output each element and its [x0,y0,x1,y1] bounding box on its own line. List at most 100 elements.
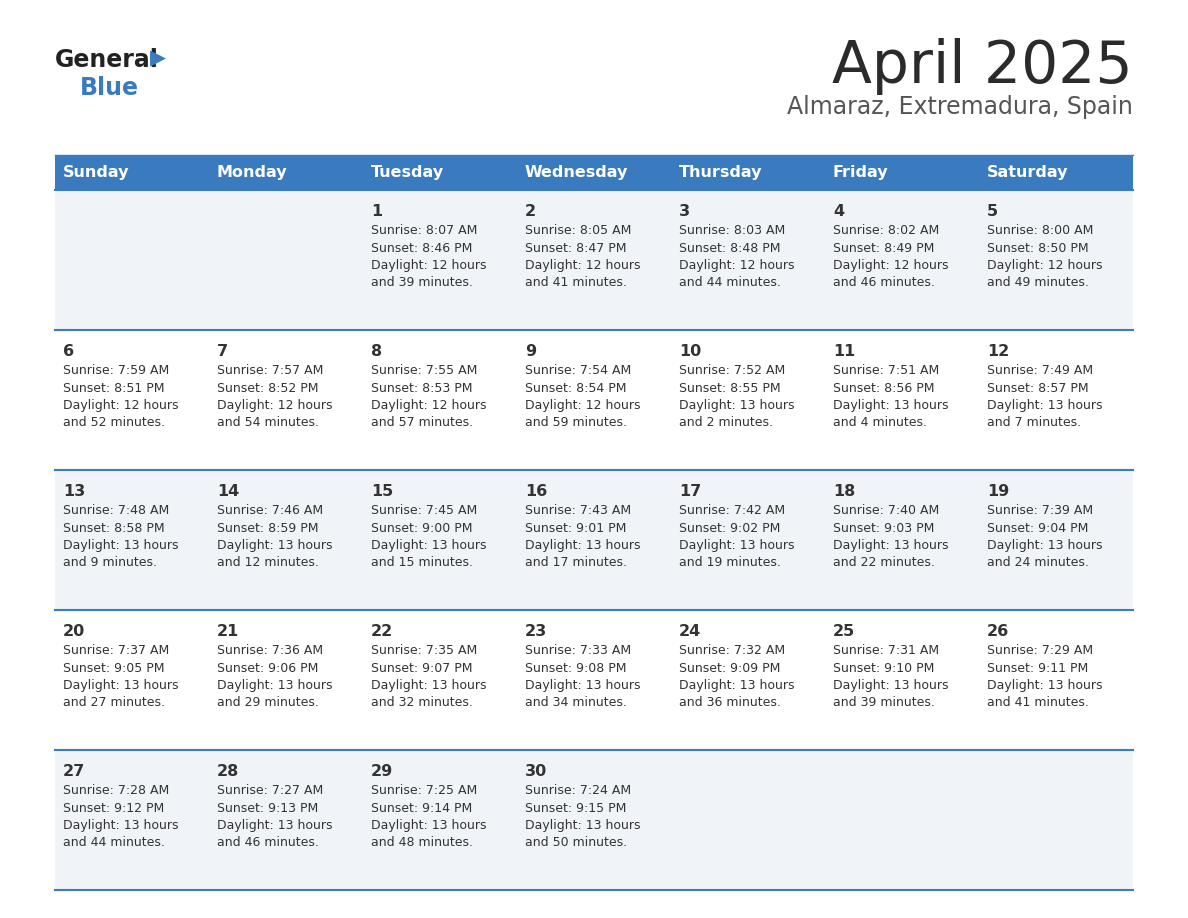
Text: Friday: Friday [833,165,889,180]
Text: Sunrise: 7:35 AM: Sunrise: 7:35 AM [371,644,478,657]
Text: and 27 minutes.: and 27 minutes. [63,697,165,710]
Text: 28: 28 [217,764,239,779]
Text: 16: 16 [525,484,548,499]
Text: Sunrise: 7:49 AM: Sunrise: 7:49 AM [987,364,1093,377]
Text: Daylight: 12 hours: Daylight: 12 hours [987,259,1102,272]
Bar [209,330,364,470]
Text: Wednesday: Wednesday [525,165,628,180]
Bar [979,750,1133,890]
Text: Sunset: 9:06 PM: Sunset: 9:06 PM [217,662,318,675]
Text: and 52 minutes.: and 52 minutes. [63,417,165,430]
Text: Sunset: 8:51 PM: Sunset: 8:51 PM [63,382,164,395]
Text: Daylight: 12 hours: Daylight: 12 hours [217,399,333,412]
Text: and 4 minutes.: and 4 minutes. [833,417,927,430]
Text: Sunrise: 7:24 AM: Sunrise: 7:24 AM [525,784,631,797]
Text: Sunrise: 7:54 AM: Sunrise: 7:54 AM [525,364,631,377]
Bar [55,750,209,890]
Text: Sunset: 9:04 PM: Sunset: 9:04 PM [987,521,1088,534]
Text: 15: 15 [371,484,393,499]
Bar [824,610,979,750]
Bar [979,470,1133,610]
Bar [517,470,671,610]
Text: and 48 minutes.: and 48 minutes. [371,836,473,849]
Text: Sunset: 8:52 PM: Sunset: 8:52 PM [217,382,318,395]
Text: Sunday: Sunday [63,165,129,180]
Text: 7: 7 [217,344,228,359]
Text: 3: 3 [680,204,690,219]
Text: and 44 minutes.: and 44 minutes. [63,836,165,849]
Text: Daylight: 12 hours: Daylight: 12 hours [525,399,640,412]
Text: Sunset: 9:02 PM: Sunset: 9:02 PM [680,521,781,534]
Text: Daylight: 13 hours: Daylight: 13 hours [987,539,1102,552]
Text: Sunrise: 7:55 AM: Sunrise: 7:55 AM [371,364,478,377]
Text: Sunset: 8:58 PM: Sunset: 8:58 PM [63,521,165,534]
Text: Sunrise: 7:33 AM: Sunrise: 7:33 AM [525,644,631,657]
Text: Sunset: 9:14 PM: Sunset: 9:14 PM [371,801,473,814]
Text: and 39 minutes.: and 39 minutes. [833,697,935,710]
Text: 10: 10 [680,344,701,359]
Text: Daylight: 12 hours: Daylight: 12 hours [371,399,487,412]
Text: 24: 24 [680,624,701,639]
Text: General: General [55,48,159,72]
Text: Sunrise: 7:28 AM: Sunrise: 7:28 AM [63,784,169,797]
Text: Sunset: 8:59 PM: Sunset: 8:59 PM [217,521,318,534]
Text: Sunrise: 7:43 AM: Sunrise: 7:43 AM [525,504,631,517]
Bar [671,610,824,750]
Text: 17: 17 [680,484,701,499]
Text: Sunset: 9:13 PM: Sunset: 9:13 PM [217,801,318,814]
Text: Sunset: 8:55 PM: Sunset: 8:55 PM [680,382,781,395]
Text: Sunrise: 7:52 AM: Sunrise: 7:52 AM [680,364,785,377]
Bar [824,190,979,330]
Text: and 22 minutes.: and 22 minutes. [833,556,935,569]
Text: Daylight: 12 hours: Daylight: 12 hours [371,259,487,272]
Bar [55,190,209,330]
Text: Sunrise: 7:40 AM: Sunrise: 7:40 AM [833,504,940,517]
Text: ▶: ▶ [150,48,166,68]
Bar [671,470,824,610]
Text: Daylight: 13 hours: Daylight: 13 hours [680,679,795,692]
Text: and 59 minutes.: and 59 minutes. [525,417,627,430]
Text: 12: 12 [987,344,1010,359]
Bar [55,155,1133,190]
Text: April 2025: April 2025 [833,38,1133,95]
Text: 22: 22 [371,624,393,639]
Text: Almaraz, Extremadura, Spain: Almaraz, Extremadura, Spain [788,95,1133,119]
Bar [517,610,671,750]
Text: Daylight: 13 hours: Daylight: 13 hours [525,539,640,552]
Text: Sunset: 8:54 PM: Sunset: 8:54 PM [525,382,626,395]
Text: Sunset: 9:03 PM: Sunset: 9:03 PM [833,521,935,534]
Bar [671,750,824,890]
Text: and 7 minutes.: and 7 minutes. [987,417,1081,430]
Text: Sunset: 9:01 PM: Sunset: 9:01 PM [525,521,626,534]
Bar [364,750,517,890]
Text: Daylight: 13 hours: Daylight: 13 hours [371,539,487,552]
Text: 11: 11 [833,344,855,359]
Text: Daylight: 13 hours: Daylight: 13 hours [525,679,640,692]
Text: 30: 30 [525,764,548,779]
Bar [55,610,209,750]
Text: Daylight: 13 hours: Daylight: 13 hours [680,539,795,552]
Text: and 2 minutes.: and 2 minutes. [680,417,773,430]
Text: and 17 minutes.: and 17 minutes. [525,556,627,569]
Bar [209,750,364,890]
Text: and 46 minutes.: and 46 minutes. [833,276,935,289]
Text: Daylight: 13 hours: Daylight: 13 hours [987,399,1102,412]
Text: Daylight: 13 hours: Daylight: 13 hours [680,399,795,412]
Text: 8: 8 [371,344,383,359]
Text: Sunrise: 7:29 AM: Sunrise: 7:29 AM [987,644,1093,657]
Text: Daylight: 13 hours: Daylight: 13 hours [525,819,640,832]
Text: 23: 23 [525,624,548,639]
Text: and 34 minutes.: and 34 minutes. [525,697,627,710]
Text: Sunset: 9:15 PM: Sunset: 9:15 PM [525,801,626,814]
Text: Daylight: 13 hours: Daylight: 13 hours [987,679,1102,692]
Text: 4: 4 [833,204,845,219]
Bar [979,610,1133,750]
Text: Sunset: 9:10 PM: Sunset: 9:10 PM [833,662,935,675]
Text: Sunset: 8:56 PM: Sunset: 8:56 PM [833,382,935,395]
Text: Sunset: 8:46 PM: Sunset: 8:46 PM [371,241,473,254]
Bar [824,750,979,890]
Text: 6: 6 [63,344,74,359]
Bar [55,330,209,470]
Text: and 41 minutes.: and 41 minutes. [525,276,627,289]
Text: Sunrise: 7:36 AM: Sunrise: 7:36 AM [217,644,323,657]
